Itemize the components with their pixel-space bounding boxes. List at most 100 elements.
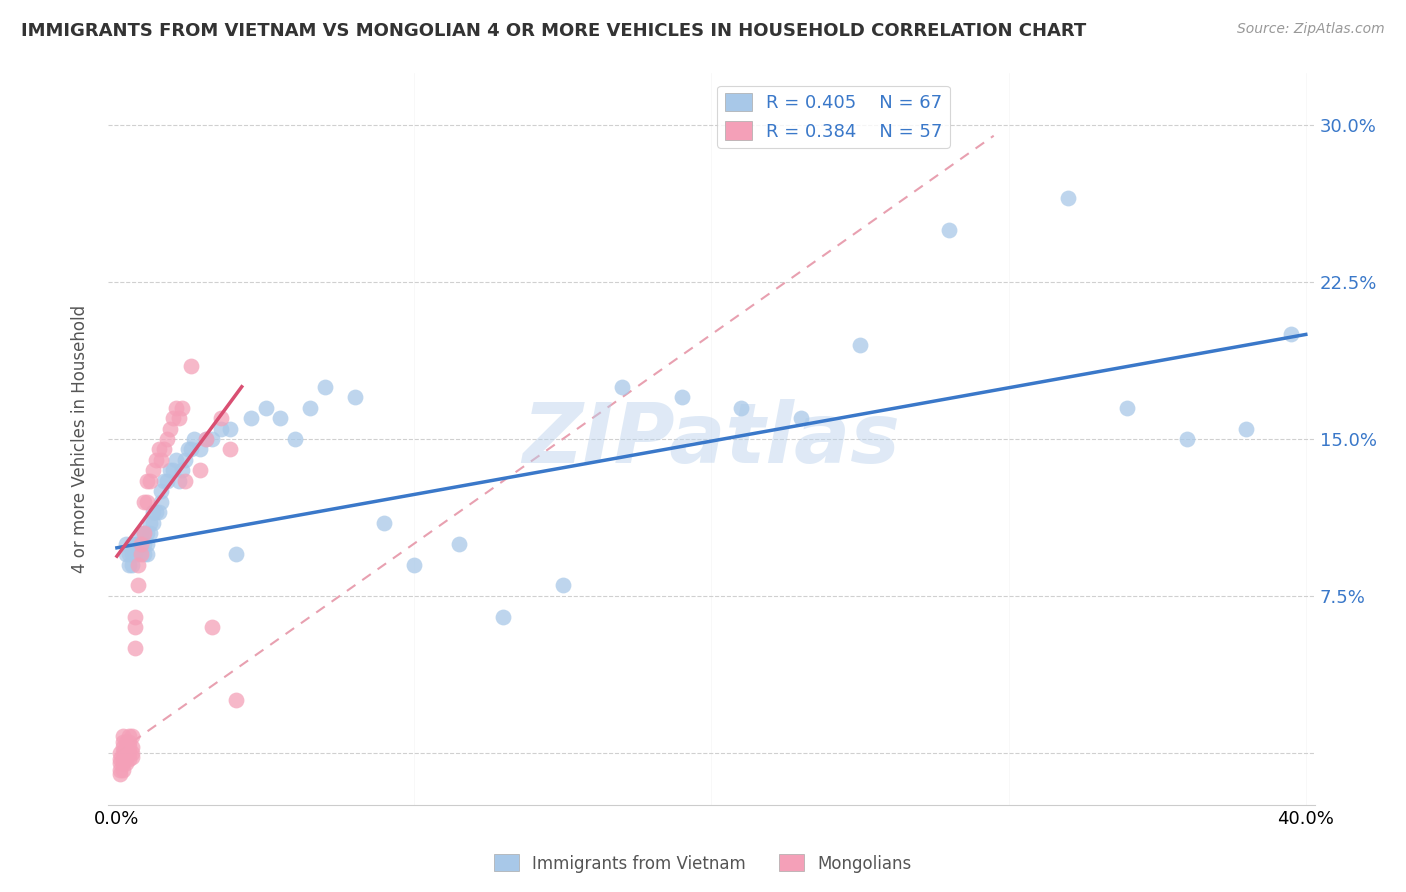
Point <box>188 463 211 477</box>
Point <box>114 756 136 771</box>
Point <box>132 547 155 561</box>
Point <box>118 547 141 561</box>
Point <box>1279 327 1302 342</box>
Point <box>132 536 155 550</box>
Point <box>671 390 693 404</box>
Point <box>145 505 167 519</box>
Point <box>299 401 322 415</box>
Point <box>124 536 146 550</box>
Point <box>153 474 176 488</box>
Point <box>111 735 134 749</box>
Point <box>132 526 155 541</box>
Point <box>165 401 187 415</box>
Point <box>114 746 136 760</box>
Point <box>111 763 134 777</box>
Point <box>118 746 141 760</box>
Point <box>129 547 152 561</box>
Point <box>209 421 232 435</box>
Point <box>218 421 240 435</box>
Point <box>138 474 160 488</box>
Point <box>225 547 247 561</box>
Point <box>148 505 170 519</box>
Point <box>145 453 167 467</box>
Text: ZIPatlas: ZIPatlas <box>523 399 900 480</box>
Point <box>142 516 165 530</box>
Point <box>135 474 157 488</box>
Point <box>180 442 202 457</box>
Point <box>114 536 136 550</box>
Point <box>118 739 141 754</box>
Point <box>114 739 136 754</box>
Point <box>183 432 205 446</box>
Point <box>129 536 152 550</box>
Point <box>1175 432 1198 446</box>
Point <box>174 453 197 467</box>
Point <box>111 739 134 754</box>
Point <box>159 463 181 477</box>
Point <box>135 547 157 561</box>
Point <box>254 401 277 415</box>
Point <box>156 474 179 488</box>
Point <box>156 432 179 446</box>
Point <box>172 401 194 415</box>
Point <box>269 411 291 425</box>
Point <box>162 463 184 477</box>
Point <box>612 380 634 394</box>
Legend: R = 0.405    N = 67, R = 0.384    N = 57: R = 0.405 N = 67, R = 0.384 N = 57 <box>717 86 949 148</box>
Point <box>162 411 184 425</box>
Y-axis label: 4 or more Vehicles in Household: 4 or more Vehicles in Household <box>72 305 89 573</box>
Point <box>169 474 191 488</box>
Point <box>111 756 134 771</box>
Point <box>492 610 515 624</box>
Point <box>730 401 752 415</box>
Point <box>195 432 218 446</box>
Point <box>551 578 574 592</box>
Point <box>159 421 181 435</box>
Point <box>150 484 173 499</box>
Point <box>177 442 200 457</box>
Point <box>180 359 202 373</box>
Point <box>150 453 173 467</box>
Point <box>165 453 187 467</box>
Point <box>111 729 134 743</box>
Point <box>447 536 470 550</box>
Point <box>1116 401 1139 415</box>
Point <box>121 739 143 754</box>
Point <box>132 526 155 541</box>
Point <box>284 432 307 446</box>
Point <box>118 735 141 749</box>
Point <box>1057 192 1080 206</box>
Point <box>373 516 395 530</box>
Point <box>118 558 141 572</box>
Point <box>124 641 146 656</box>
Point <box>174 474 197 488</box>
Point <box>195 432 218 446</box>
Point <box>343 390 366 404</box>
Point <box>789 411 811 425</box>
Point <box>132 495 155 509</box>
Point <box>108 756 131 771</box>
Point <box>121 746 143 760</box>
Point <box>404 558 426 572</box>
Point <box>172 463 194 477</box>
Point <box>135 536 157 550</box>
Point <box>108 766 131 780</box>
Point <box>114 735 136 749</box>
Text: Source: ZipAtlas.com: Source: ZipAtlas.com <box>1237 22 1385 37</box>
Point <box>114 547 136 561</box>
Point <box>108 752 131 766</box>
Point <box>124 610 146 624</box>
Point <box>138 526 160 541</box>
Point <box>129 526 152 541</box>
Point <box>127 547 149 561</box>
Point <box>218 442 240 457</box>
Point <box>135 495 157 509</box>
Point <box>111 746 134 760</box>
Point <box>127 558 149 572</box>
Point <box>108 763 131 777</box>
Point <box>314 380 336 394</box>
Point <box>142 505 165 519</box>
Point <box>124 547 146 561</box>
Point <box>118 729 141 743</box>
Point <box>118 752 141 766</box>
